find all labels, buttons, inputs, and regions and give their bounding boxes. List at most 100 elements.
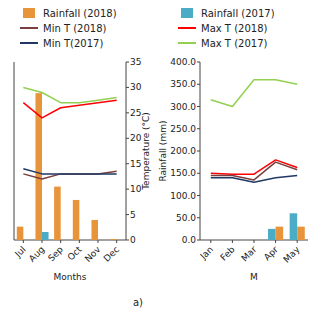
bar [54, 187, 61, 240]
x-tick [60, 240, 61, 243]
y2-tick [126, 62, 129, 63]
y2-tick-label: 20 [130, 133, 142, 143]
y-tick-label: 50.0 [176, 213, 196, 223]
bar [297, 227, 305, 240]
x-axis-line [14, 240, 126, 241]
bar [254, 240, 262, 241]
y2-tick-label: 5 [130, 210, 136, 220]
x-axis-label: Months [54, 272, 87, 282]
bar [73, 200, 80, 240]
y-tick [197, 195, 200, 196]
legend-label: Max T (2018) [201, 23, 267, 34]
y2-tick [126, 87, 129, 88]
y2-tick-label: 35 [130, 57, 141, 67]
bar [290, 213, 298, 240]
x-tick [98, 240, 99, 243]
x-tick-label: May [281, 244, 302, 265]
legend-swatch [20, 27, 38, 29]
x-tick [23, 240, 24, 243]
x-tick [210, 240, 211, 243]
bar [276, 227, 284, 240]
line [23, 87, 116, 102]
legend-label: Rainfall (2017) [201, 8, 275, 19]
x-tick-label: Mar [239, 244, 258, 263]
x-tick [116, 240, 117, 243]
y-tick [197, 62, 200, 63]
x-tick [42, 240, 43, 243]
legend-swatch [23, 8, 35, 18]
x-tick [79, 240, 80, 243]
legend-label: Rainfall (2018) [43, 8, 117, 19]
y-tick-label: 100.0 [170, 191, 196, 201]
y-tick [197, 217, 200, 218]
legend-swatch [20, 42, 38, 44]
x-tick-label: Apr [262, 244, 280, 262]
y2-tick [126, 163, 129, 164]
x-tick-label: Feb [218, 244, 237, 263]
y2-tick [126, 189, 129, 190]
bar [23, 240, 30, 241]
y-tick [197, 106, 200, 107]
bar [203, 240, 211, 241]
x-tick-label: Nov [83, 244, 103, 264]
x-tick-label: Jul [12, 244, 27, 259]
x-tick-label: Aug [27, 244, 47, 264]
y2-axis-line [126, 62, 127, 240]
y2-tick-label: 0 [130, 235, 136, 245]
y-tick [197, 151, 200, 152]
x-tick [297, 240, 298, 243]
bar [79, 240, 86, 241]
y-tick-label: 200.0 [170, 146, 196, 156]
x-tick [232, 240, 233, 243]
marks [211, 80, 305, 240]
y-tick [197, 240, 200, 241]
line [23, 169, 116, 174]
chart-root: 05101520253035Temperature (°C)JulAugSepO… [0, 0, 320, 320]
y-tick-label: 350.0 [170, 79, 196, 89]
legend-swatch [178, 42, 196, 44]
bar [61, 240, 68, 241]
y2-tick [126, 214, 129, 215]
x-tick-label: Dec [102, 244, 121, 263]
y-tick-label: 250.0 [170, 124, 196, 134]
bar [211, 240, 219, 241]
legend-label: Min T(2017) [43, 38, 103, 49]
line [211, 160, 297, 174]
plot-1: 0.050.0100.0150.0200.0250.0300.0350.0400… [158, 57, 308, 282]
legend-swatch [181, 8, 193, 18]
legend: Rainfall (2018) Rainfall (2017) Min T (201… [20, 8, 275, 49]
legend-label: Max T (2017) [201, 38, 267, 49]
y2-tick [126, 138, 129, 139]
bar [117, 240, 124, 241]
bar [268, 229, 276, 240]
x-tick [275, 240, 276, 243]
x-tick-label: Jan [198, 244, 216, 262]
bar [246, 240, 254, 241]
y-tick [197, 84, 200, 85]
y-tick [197, 173, 200, 174]
y2-tick [126, 240, 129, 241]
x-tick-label: Sep [46, 244, 65, 263]
y-tick-label: 300.0 [170, 102, 196, 112]
x-axis-label: M [250, 272, 258, 282]
annotation: a) [133, 297, 143, 308]
y-tick-label: 0.0 [182, 235, 197, 245]
marks [17, 87, 117, 240]
y2-axis-label: Temperature (°C) [141, 112, 151, 191]
y2-tick-label: 25 [130, 108, 141, 118]
line [211, 175, 297, 182]
y-tick-label: 400.0 [170, 57, 196, 67]
bar [91, 220, 98, 240]
bar [42, 232, 49, 240]
y2-tick-label: 30 [130, 82, 142, 92]
bar [17, 227, 24, 240]
y-axis-line [14, 62, 15, 240]
legend-swatch [178, 27, 196, 29]
x-tick-label: Oct [66, 244, 84, 262]
line [211, 162, 297, 180]
legend-label: Min T (2018) [43, 23, 107, 34]
plot-0: 05101520253035Temperature (°C)JulAugSepO… [12, 57, 151, 308]
bar [225, 240, 233, 241]
x-tick [254, 240, 255, 243]
y-axis-label: Rainfall (mm) [158, 121, 168, 182]
